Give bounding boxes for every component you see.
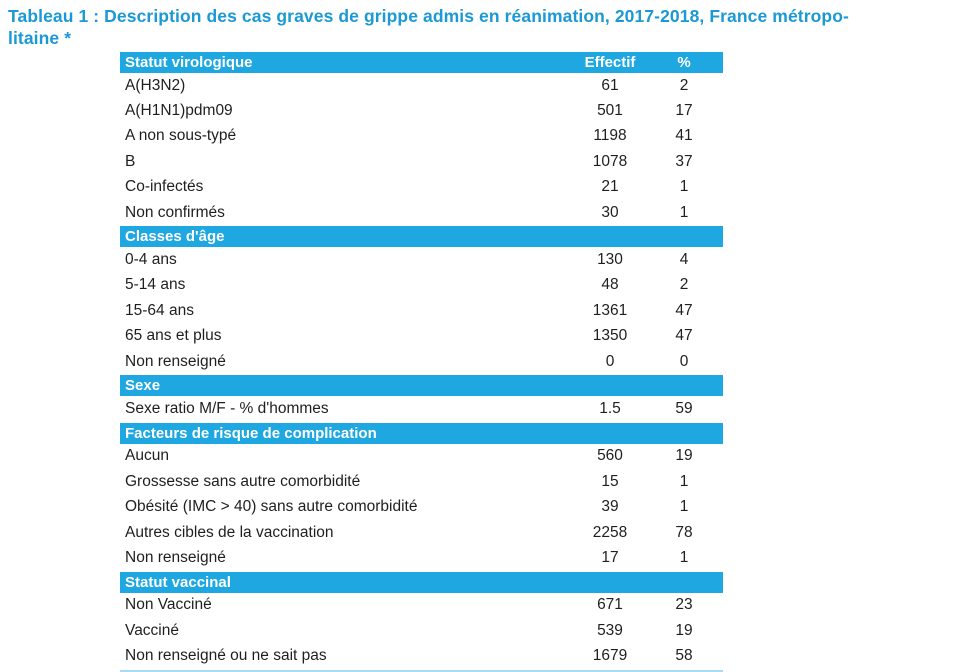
table-row: Autres cibles de la vaccination 2258 78 — [120, 519, 723, 546]
row-percent: 59 — [675, 399, 693, 417]
table-row: Aucun 560 19 — [120, 443, 723, 470]
row-percent: 1 — [679, 203, 689, 221]
table-row: Vacciné 539 19 — [120, 618, 723, 644]
row-label: Non Vacciné — [125, 596, 212, 614]
row-percent: 1 — [679, 178, 689, 196]
row-effectif: 1198 — [593, 127, 627, 145]
row-effectif: 560 — [597, 447, 623, 465]
table-title: Tableau 1 : Description des cas graves d… — [8, 5, 952, 49]
row-effectif: 39 — [601, 498, 619, 516]
section-header-label: Statut virologique — [125, 54, 253, 71]
row-effectif: 501 — [597, 102, 623, 120]
row-label: Sexe ratio M/F - % d'hommes — [125, 399, 329, 417]
row-label: Co-infectés — [125, 178, 204, 196]
column-header-effectif: Effectif — [584, 54, 636, 71]
table-row: Non renseigné 0 0 — [120, 348, 723, 375]
table-row: A non sous-typé 1198 41 — [120, 123, 723, 150]
row-effectif: 21 — [601, 178, 619, 196]
row-percent: 0 — [679, 352, 689, 370]
table-row: Grossesse sans autre comorbidité 15 1 — [120, 469, 723, 495]
row-effectif: 30 — [601, 203, 619, 221]
row-label: A(H1N1)pdm09 — [125, 102, 233, 120]
row-label: Vacciné — [125, 621, 179, 639]
table-row: Non renseigné 17 1 — [120, 545, 723, 571]
row-percent: 23 — [675, 596, 693, 614]
section-header-label: Classes d'âge — [125, 228, 225, 246]
row-label: Non renseigné — [125, 352, 226, 370]
table-row: B 1078 37 — [120, 149, 723, 175]
table-row: Non confirmés 30 1 — [120, 199, 723, 226]
row-percent: 47 — [675, 301, 693, 319]
section-header-row: Sexe — [120, 375, 723, 397]
section-header-label: Sexe — [125, 377, 161, 395]
row-percent: 47 — [675, 327, 693, 345]
table-row: A(H3N2) 61 2 — [120, 73, 723, 99]
section-header-row: Statut vaccinal — [120, 571, 723, 593]
row-effectif: 1361 — [592, 301, 628, 319]
row-percent: 58 — [675, 647, 693, 665]
row-effectif: 671 — [597, 596, 623, 614]
row-label: Autres cibles de la vaccination — [125, 523, 334, 541]
table-title-line2: litaine * — [8, 28, 72, 48]
row-effectif: 48 — [601, 276, 619, 294]
row-effectif: 17 — [601, 548, 619, 566]
table-row: 0-4 ans 130 4 — [120, 247, 723, 273]
section-header-label: Facteurs de risque de complication — [125, 424, 377, 442]
row-effectif: 1679 — [592, 647, 628, 665]
table-row: 15-64 ans 1361 47 — [120, 298, 723, 324]
section-header-row: Facteurs de risque de complication — [120, 422, 723, 444]
row-label: 0-4 ans — [125, 251, 177, 269]
row-effectif: 130 — [597, 251, 623, 269]
row-label: Grossesse sans autre comorbidité — [125, 472, 361, 490]
table-title-line1: Tableau 1 : Description des cas graves d… — [8, 6, 849, 26]
table-row: Non renseigné ou ne sait pas 1679 58 — [120, 643, 723, 669]
row-label: 5-14 ans — [125, 276, 186, 294]
section-header-row: Classes d'âge — [120, 226, 723, 248]
table-row: 5-14 ans 48 2 — [120, 272, 723, 299]
row-effectif: 61 — [601, 76, 619, 94]
row-effectif: 2258 — [592, 523, 628, 541]
table-row: A(H1N1)pdm09 501 17 — [120, 98, 723, 124]
row-effectif: 539 — [597, 621, 623, 639]
row-label: 15-64 ans — [125, 301, 194, 319]
section-header-label: Statut vaccinal — [125, 573, 231, 591]
row-percent: 37 — [675, 152, 693, 170]
table-row: Non Vacciné 671 23 — [120, 592, 723, 619]
section-header-row: Statut virologique Effectif% — [120, 52, 723, 73]
row-label: 65 ans et plus — [125, 327, 222, 345]
column-header-percent: % — [677, 54, 691, 71]
row-effectif: 15 — [601, 472, 619, 490]
row-percent: 41 — [675, 127, 693, 145]
row-percent: 2 — [679, 276, 689, 294]
row-percent: 17 — [675, 102, 693, 120]
row-label: B — [125, 152, 136, 170]
row-label: Non renseigné ou ne sait pas — [125, 647, 327, 665]
row-percent: 1 — [679, 472, 689, 490]
row-percent: 1 — [679, 498, 689, 516]
table-row: 65 ans et plus 1350 47 — [120, 323, 723, 349]
row-label: Non confirmés — [125, 203, 225, 221]
row-label: Obésité (IMC > 40) sans autre comorbidit… — [125, 498, 418, 516]
row-label: Non renseigné — [125, 548, 226, 566]
row-effectif: 0 — [605, 352, 615, 370]
table-row: Co-infectés 21 1 — [120, 174, 723, 200]
row-effectif: 1350 — [592, 327, 628, 345]
row-effectif: 1.5 — [599, 399, 621, 417]
row-label: A non sous-typé — [125, 127, 237, 145]
row-label: A(H3N2) — [125, 76, 186, 94]
row-percent: 19 — [675, 447, 693, 465]
row-effectif: 1078 — [592, 152, 628, 170]
row-percent: 2 — [679, 76, 689, 94]
table-row: Sexe ratio M/F - % d'hommes 1.5 59 — [120, 396, 723, 422]
row-percent: 78 — [675, 523, 693, 541]
table-tableau1: Statut virologique Effectif% A(H3N2) 61 2 A(H… — [120, 51, 723, 672]
row-percent: 1 — [679, 548, 689, 566]
table-row: Obésité (IMC > 40) sans autre comorbidit… — [120, 494, 723, 520]
row-percent: 19 — [675, 621, 693, 639]
row-percent: 4 — [679, 251, 689, 269]
row-label: Aucun — [125, 447, 169, 465]
